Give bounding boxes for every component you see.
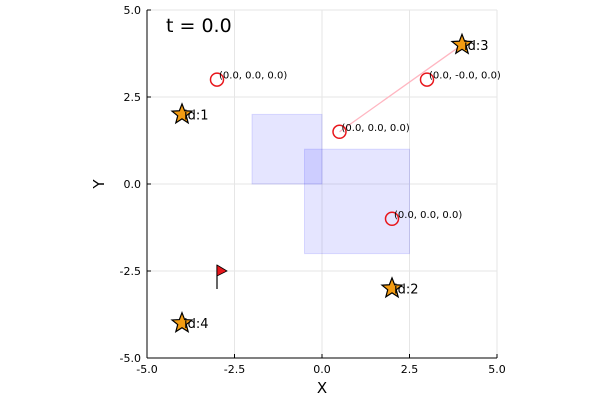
x-tick-label: 2.5 xyxy=(401,363,419,376)
agent-label: (0.0, 0.0, 0.0) xyxy=(219,71,287,82)
x-tick-label: -2.5 xyxy=(224,363,245,376)
ticks: -5.0 -2.5 0.0 2.5 5.0 -5.0 -2.5 0.0 2.5 5.0 xyxy=(120,4,506,376)
links xyxy=(339,44,463,133)
obstacle-rect xyxy=(251,113,323,185)
y-tick-label: -5.0 xyxy=(120,352,141,365)
x-tick-label: 0.0 xyxy=(313,363,331,376)
goal-star-icon xyxy=(170,102,194,125)
agent-label: (0.0, 0.0, 0.0) xyxy=(342,123,410,134)
x-axis-label: X xyxy=(317,379,327,397)
goals: id:1 id:2 id:3 id:4 xyxy=(170,32,489,334)
x-tick-label: -5.0 xyxy=(136,363,157,376)
flag-marker xyxy=(216,264,228,289)
x-tick-label: 5.0 xyxy=(488,363,506,376)
y-axis-label: Y xyxy=(90,179,108,190)
goal-star-icon xyxy=(380,276,404,299)
agent-marker xyxy=(209,72,225,87)
agents: (0.0, 0.0, 0.0) (0.0, -0.0, 0.0) (0.0, 0.0… xyxy=(209,71,501,227)
y-tick-label: -2.5 xyxy=(120,265,141,278)
flag-icon xyxy=(216,264,228,277)
agent-marker xyxy=(332,124,347,140)
y-tick-label: 5.0 xyxy=(124,4,142,17)
y-tick-label: 0.0 xyxy=(124,178,142,191)
chart-title: t = 0.0 xyxy=(166,15,232,37)
y-tick-label: 2.5 xyxy=(124,91,142,104)
goal-label: id:3 xyxy=(464,39,489,54)
goal-star-icon xyxy=(450,32,474,55)
obstacle-rect xyxy=(304,148,410,255)
goal-label: id:4 xyxy=(184,317,209,332)
goal-star-icon xyxy=(170,311,194,334)
agent-marker xyxy=(384,211,400,227)
agent-label: (0.0, 0.0, 0.0) xyxy=(394,210,462,221)
goal-label: id:2 xyxy=(394,282,419,297)
obstacles xyxy=(251,113,410,255)
agent-goal-link xyxy=(339,44,463,133)
agent-label: (0.0, -0.0, 0.0) xyxy=(429,71,501,82)
goal-label: id:1 xyxy=(184,108,209,123)
agent-marker xyxy=(419,72,435,87)
